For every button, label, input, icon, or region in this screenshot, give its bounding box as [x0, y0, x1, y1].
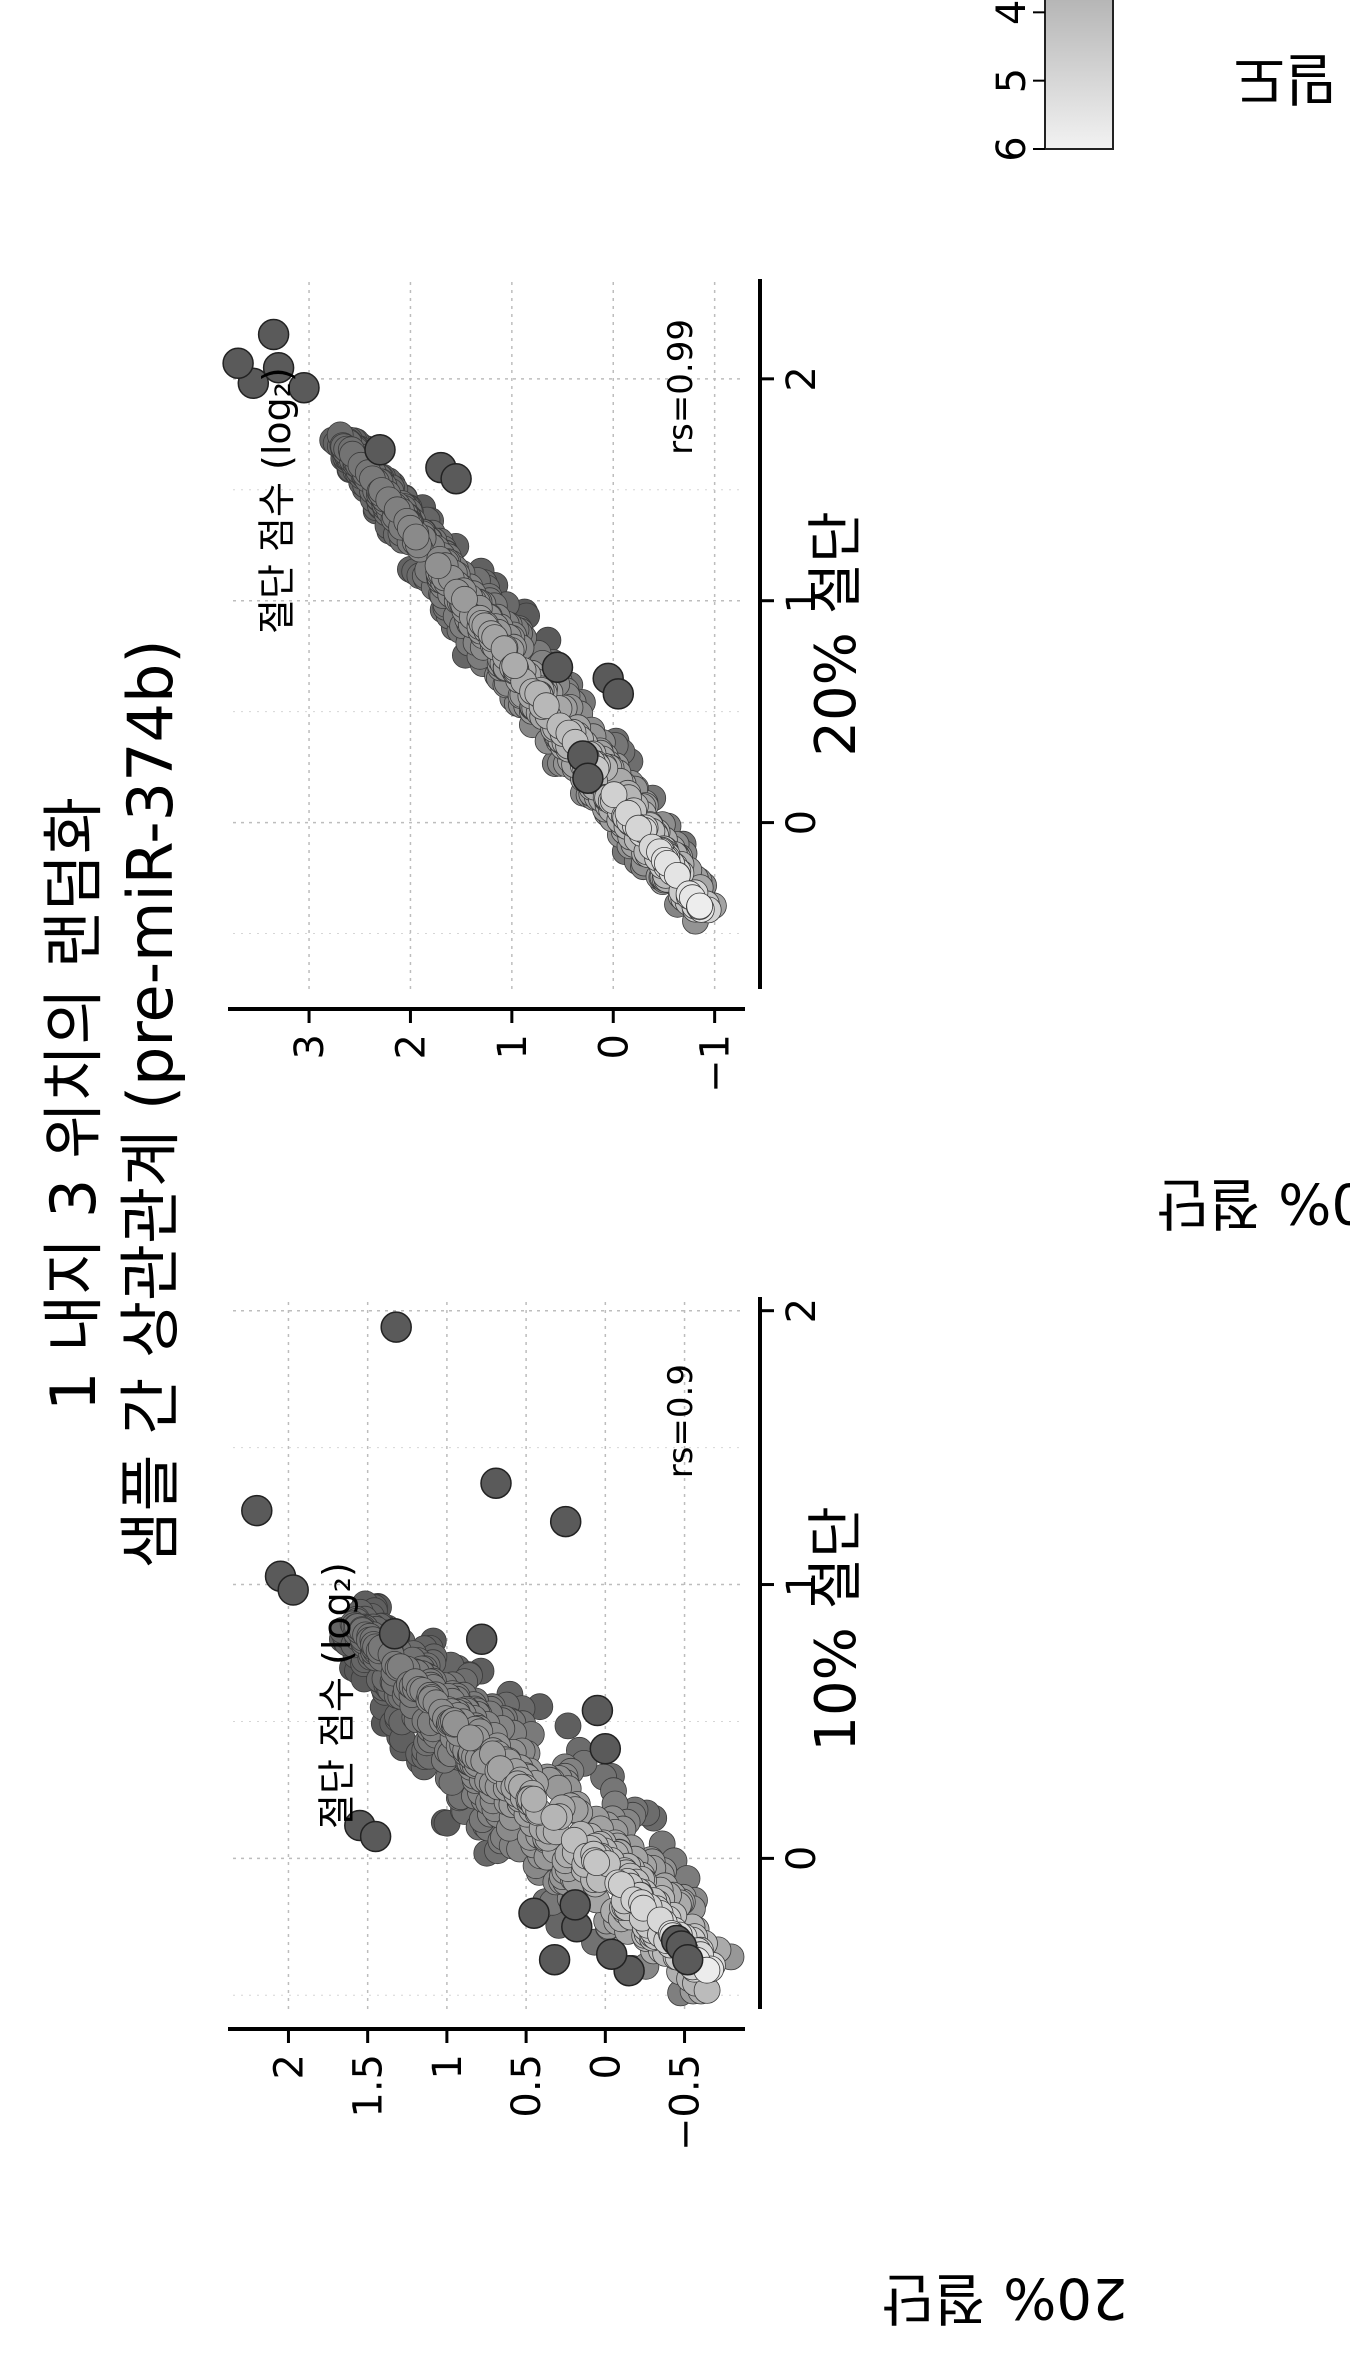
outlier-point-20	[361, 1822, 391, 1852]
cloud-point	[403, 524, 429, 550]
figure-title-line1: 1 내지 3 위치의 랜덤화	[37, 797, 110, 1411]
y-axis-label-1: 20% 절단	[882, 2265, 1127, 2330]
outlier-point-9	[590, 1734, 620, 1764]
scatter-panel-1: 012−0.500.511.52 절단 점수 (log₂) rs=0.9 10%…	[228, 1297, 1128, 2330]
figure-title-line2: 샘플 간 상관관계 (pre-miR-374b)	[114, 639, 187, 1568]
y-tick-label: 1	[490, 1034, 536, 1059]
colorbar-gradient	[1045, 0, 1113, 149]
panel-title-1: 절단 점수 (log₂)	[315, 1562, 359, 1829]
colorbar-tick-label: 5	[989, 68, 1035, 93]
cloud-point	[425, 553, 451, 579]
y-tick-label: 2	[266, 2054, 312, 2079]
correlation-label-2: rs=0.99	[661, 319, 701, 455]
x-axis-label-2: 20% 절단	[804, 511, 869, 756]
outlier-point-2	[259, 320, 289, 350]
outlier-point-6	[467, 1624, 497, 1654]
outlier-point-3	[381, 1312, 411, 1342]
outlier-point-5	[551, 1507, 581, 1537]
y-tick-label: −1	[693, 1034, 739, 1093]
x-tick-label: 0	[779, 810, 825, 835]
colorbar-tick-label: 6	[989, 136, 1035, 161]
outlier-point-12	[573, 763, 603, 793]
y-tick-label: 2	[388, 1034, 434, 1059]
cloud-point	[687, 893, 713, 919]
outlier-point-12	[673, 1945, 703, 1975]
x-tick-label: 0	[779, 1846, 825, 1871]
y-tick-label: 0.5	[504, 2054, 550, 2118]
outlier-point-15	[540, 1945, 570, 1975]
y-tick-label: 3	[287, 1034, 333, 1059]
cloud-point	[502, 653, 528, 679]
outlier-point-7	[380, 1619, 410, 1649]
outlier-point-2	[278, 1575, 308, 1605]
cloud-point	[584, 1850, 610, 1876]
density-colorbar: 6543210 밀도	[989, 0, 1337, 162]
cloud-point	[555, 1713, 581, 1739]
y-tick-label: 0	[583, 2054, 629, 2079]
y-tick-label: 1	[425, 2054, 471, 2079]
outlier-point-14	[597, 1939, 627, 1969]
colorbar-tick-label: 4	[989, 0, 1035, 25]
outlier-point-7	[441, 464, 471, 494]
colorbar-ticks: 6543210	[989, 0, 1045, 162]
outlier-point-0	[242, 1496, 272, 1526]
colorbar-title: 밀도	[1233, 45, 1336, 110]
panel-title-2: 절단 점수 (log₂)	[255, 367, 299, 634]
x-axis-label-1: 10% 절단	[804, 1506, 869, 1751]
outlier-point-3	[223, 348, 253, 378]
cloud-point	[541, 1804, 567, 1830]
correlation-label-1: rs=0.9	[661, 1364, 701, 1478]
outlier-point-8	[582, 1696, 612, 1726]
outlier-point-18	[560, 1890, 590, 1920]
outlier-point-16	[519, 1898, 549, 1928]
x-tick-label: 2	[779, 1298, 825, 1323]
cloud-point	[521, 1786, 547, 1812]
outlier-point-9	[603, 679, 633, 709]
y-tick-label: 1.5	[346, 2054, 392, 2118]
x-tick-label: 2	[779, 366, 825, 391]
cloud-point	[457, 1725, 483, 1751]
outlier-point-5	[365, 435, 395, 465]
outlier-point-4	[481, 1468, 511, 1498]
outlier-point-10	[543, 652, 573, 682]
scatter-panel-2: 012−10123 절단 점수 (log₂) rs=0.99 20% 절단 30…	[223, 279, 1350, 1235]
y-axis-label-2: 30% 절단	[1157, 1170, 1350, 1235]
y-tick-label: 0	[591, 1034, 637, 1059]
y-tick-label: −0.5	[663, 2054, 709, 2151]
